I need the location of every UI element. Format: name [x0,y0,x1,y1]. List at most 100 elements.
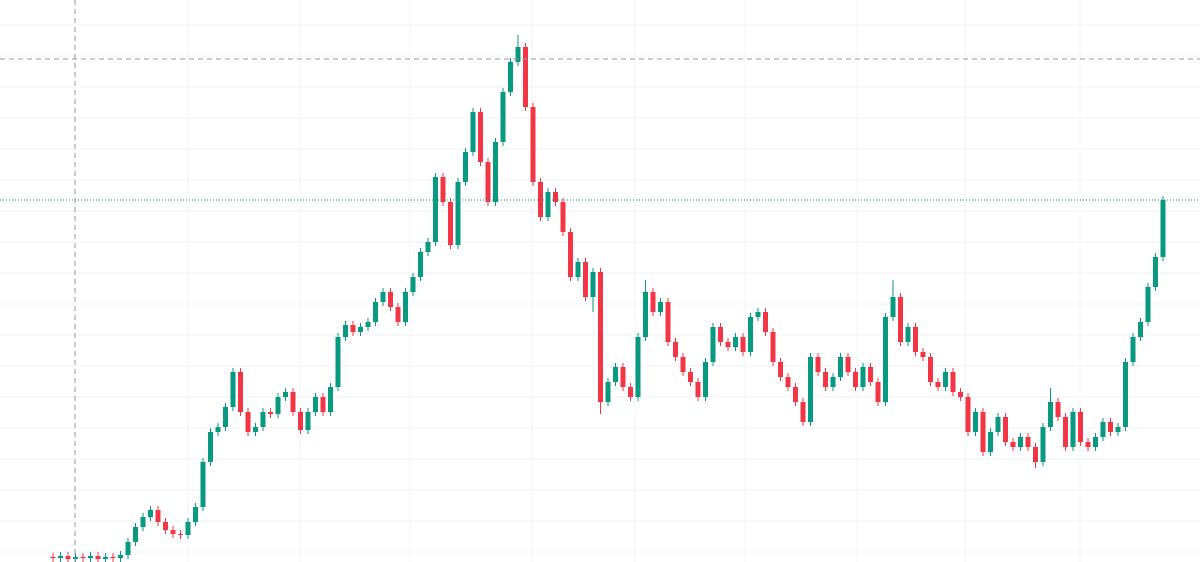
candle-body [283,392,288,397]
candle-body [763,312,768,332]
candle-body [118,555,123,558]
candle-body [193,507,198,522]
candle-body [658,302,663,312]
candle-body [1100,422,1106,437]
candle-body [950,372,956,392]
candle-body [103,557,108,559]
candle-body [973,412,978,432]
candles [50,35,1166,562]
candle-body [470,112,476,152]
candle-body [1048,402,1053,427]
candle-body [1145,287,1151,322]
candle-body [1085,442,1091,447]
candle-body [935,382,941,387]
candle-body [508,62,513,92]
candle-body [268,412,273,414]
candle-body [523,47,528,107]
candle-body [980,412,986,452]
candle-body [1070,412,1076,447]
candle-body [515,47,521,62]
candle-body [275,397,281,414]
candle-body [1055,402,1061,417]
candle-body [350,325,356,332]
candle-body [800,402,806,422]
candle-body [868,367,873,382]
candle-body [785,377,791,387]
candle-body [770,332,776,362]
candle-body [1033,447,1038,462]
candle-body [493,142,498,202]
candle-body [898,297,903,342]
candle-body [58,556,63,558]
candle-body [463,152,468,182]
candle-body [1040,427,1046,462]
candle-body [80,557,86,558]
candle-body [845,357,851,372]
candle-body [860,367,866,387]
candle-body [313,397,318,412]
candle-body [253,427,258,432]
candle-body [913,327,918,352]
candle-body [815,357,821,372]
candle-body [853,372,858,387]
candle-body [290,392,296,412]
candle-body [793,387,798,402]
candle-body [433,177,438,242]
candle-body [748,317,753,352]
candle-body [403,292,408,322]
candle-body [485,162,491,202]
candle-body [133,527,138,542]
candle-body [883,317,888,402]
candle-body [110,557,116,558]
candle-body [1003,417,1008,442]
candle-body [725,342,731,347]
candle-body [778,362,783,377]
candle-body [988,432,993,452]
candle-body [1093,437,1098,447]
candle-body [545,192,551,217]
candle-body [178,534,183,535]
candle-body [365,322,371,327]
candle-body [875,382,881,402]
candle-body [320,397,326,412]
candle-body [1130,337,1136,362]
candle-body [245,412,251,432]
candle-body [710,327,716,362]
candle-body [1025,437,1031,447]
candle-body [928,357,933,382]
candle-body [230,372,236,407]
candle-body [590,272,596,297]
candle-body [530,107,536,182]
candle-body [605,382,611,402]
candle-body [628,387,633,397]
candle-body [680,357,686,372]
candle-body [358,327,363,332]
candle-body [838,357,843,377]
candle-body [965,397,971,432]
candle-body [808,357,813,422]
candle-body [1160,200,1166,257]
candle-body [215,427,221,432]
candle-body [88,556,93,558]
candle-body [335,337,341,387]
candle-body [1108,422,1113,432]
candle-body [665,302,671,342]
candle-body [643,292,648,337]
candle-body [305,412,311,430]
candle-body [1138,322,1143,337]
candle-body [703,362,708,397]
candle-body [905,327,911,342]
candle-body [688,372,693,382]
candle-body [718,327,723,342]
candle-body [95,556,101,559]
candle-body [620,367,626,387]
candle-body [695,382,701,397]
candle-body [1123,362,1128,427]
candle-body [650,292,656,312]
candle-body [740,337,746,352]
candle-body [208,432,213,462]
candle-body [260,412,266,427]
